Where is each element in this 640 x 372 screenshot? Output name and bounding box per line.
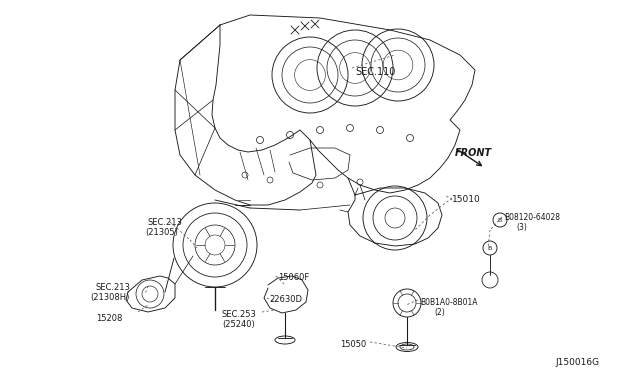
Text: B0B1A0-8B01A: B0B1A0-8B01A: [420, 298, 477, 307]
Text: 15050: 15050: [340, 340, 366, 349]
Text: (3): (3): [516, 223, 527, 232]
Text: (21305): (21305): [145, 228, 178, 237]
Text: B08120-64028: B08120-64028: [504, 213, 560, 222]
Text: (2): (2): [434, 308, 445, 317]
Text: (21308H): (21308H): [90, 293, 129, 302]
Text: J150016G: J150016G: [555, 358, 599, 367]
Text: 15208: 15208: [96, 314, 122, 323]
Text: (25240): (25240): [222, 320, 255, 329]
Text: SEC.213: SEC.213: [148, 218, 183, 227]
Text: 22630D: 22630D: [269, 295, 302, 304]
Text: 15010: 15010: [452, 195, 481, 204]
Text: SEC.253: SEC.253: [222, 310, 257, 319]
Text: B: B: [498, 218, 502, 222]
Text: 15060F: 15060F: [278, 273, 309, 282]
Text: SEC.110: SEC.110: [355, 67, 396, 77]
Text: B: B: [488, 246, 492, 250]
Text: SEC.213: SEC.213: [96, 283, 131, 292]
Text: FRONT: FRONT: [455, 148, 492, 158]
